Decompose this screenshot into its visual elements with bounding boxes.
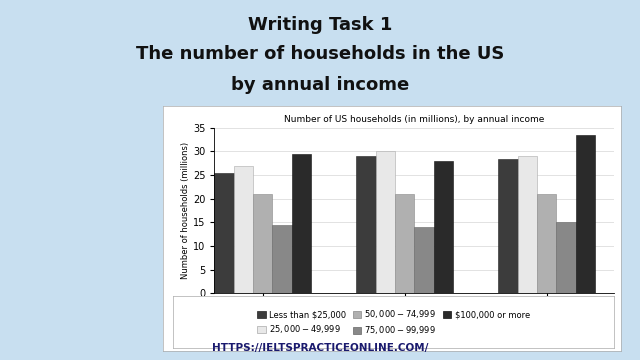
Text: Writing Task 1: Writing Task 1 bbox=[248, 16, 392, 34]
Bar bbox=[273, 225, 292, 293]
Bar bbox=[434, 161, 453, 293]
Text: by annual income: by annual income bbox=[231, 76, 409, 94]
Legend: Less than $25,000, $25,000-$49,999, $50,000-$74,999, $75,000-$99,999, $100,000 o: Less than $25,000, $25,000-$49,999, $50,… bbox=[253, 304, 534, 341]
Text: The number of households in the US: The number of households in the US bbox=[136, 45, 504, 63]
Bar bbox=[415, 227, 434, 293]
Text: HTTPS://IELTSPRACTICEONLINE.COM/: HTTPS://IELTSPRACTICEONLINE.COM/ bbox=[212, 343, 428, 353]
Bar bbox=[395, 194, 415, 293]
Bar bbox=[376, 152, 395, 293]
Bar bbox=[537, 194, 556, 293]
Bar bbox=[499, 158, 518, 293]
Bar bbox=[253, 194, 273, 293]
Bar bbox=[518, 156, 537, 293]
Bar bbox=[234, 166, 253, 293]
X-axis label: Year: Year bbox=[401, 316, 428, 327]
Title: Number of US households (in millions), by annual income: Number of US households (in millions), b… bbox=[284, 115, 545, 124]
Bar bbox=[214, 173, 234, 293]
Bar bbox=[356, 156, 376, 293]
Bar bbox=[292, 154, 311, 293]
Bar bbox=[576, 135, 595, 293]
Bar bbox=[556, 222, 576, 293]
Y-axis label: Number of households (millions): Number of households (millions) bbox=[181, 142, 190, 279]
